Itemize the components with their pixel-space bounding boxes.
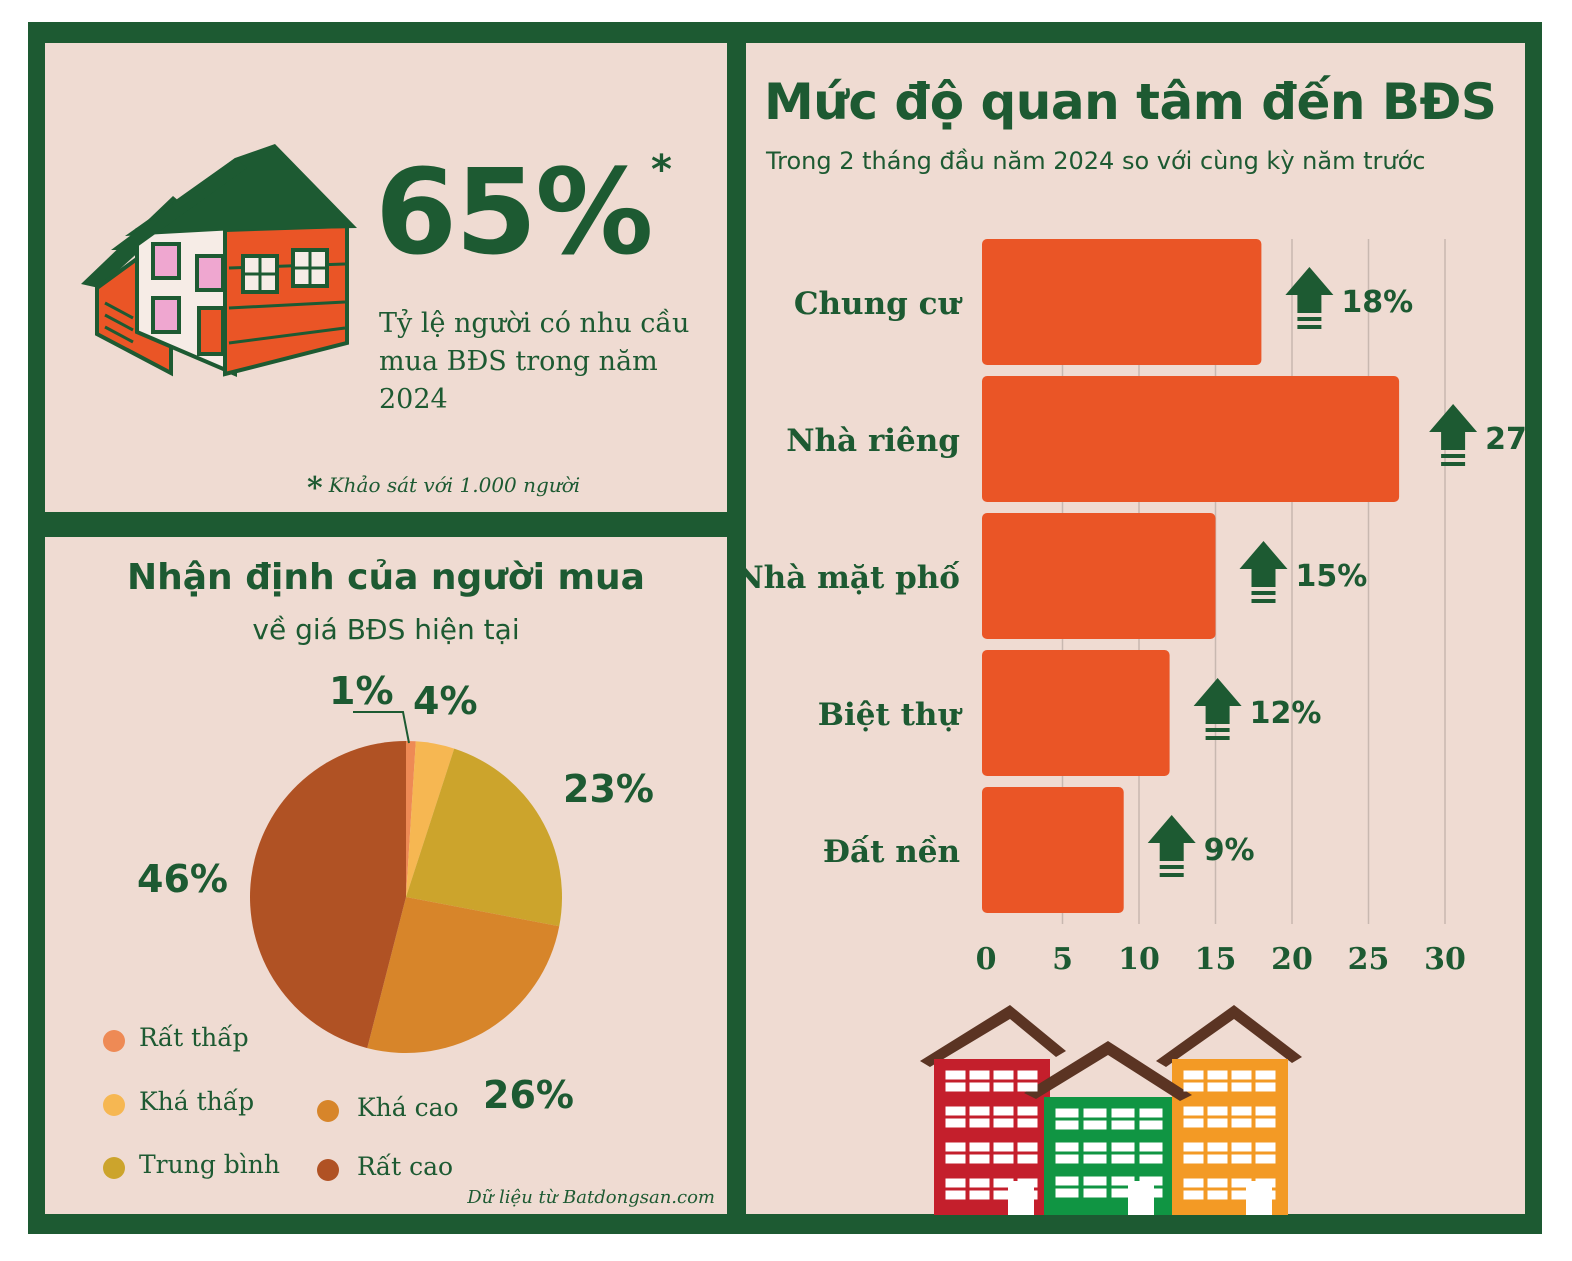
pie-label-kha-cao: 26% bbox=[483, 1073, 574, 1117]
pie-title: Nhận định của người mua bbox=[127, 557, 645, 598]
pie-panel: Nhận định của người mua về giá BĐS hiện … bbox=[45, 537, 727, 1214]
tick-label-0: 0 bbox=[976, 942, 997, 977]
bar-panel: Mức độ quan tâm đến BĐS Trong 2 tháng đầ… bbox=[746, 43, 1525, 1215]
townhouses-illustration bbox=[920, 1005, 1302, 1215]
bar-value-label-2: 15% bbox=[1296, 559, 1368, 594]
legend-rat-thap: Rất thấp bbox=[139, 1023, 249, 1052]
bar-chart: Chung cư 18% Nhà riêng 27% Nhà mặt phố 15% Biệ… bbox=[746, 239, 1525, 977]
legend-dot-rat-cao bbox=[317, 1159, 339, 1181]
tick-label-10: 10 bbox=[1118, 942, 1160, 977]
bar-value-label-3: 12% bbox=[1250, 696, 1322, 731]
pie-subtitle: về giá BĐS hiện tại bbox=[252, 613, 520, 646]
category-label-3: Biệt thự bbox=[818, 697, 963, 733]
bar-value-label-1: 27% bbox=[1485, 422, 1525, 457]
bar-4 bbox=[982, 787, 1124, 913]
pie-slice-4 bbox=[250, 741, 406, 1049]
legend-dot-rat-thap bbox=[103, 1030, 125, 1052]
category-label-1: Nhà riêng bbox=[786, 423, 960, 459]
pie-slice-2 bbox=[406, 748, 563, 927]
up-arrow-icon bbox=[1239, 541, 1288, 603]
up-arrow-icon bbox=[1429, 404, 1478, 466]
bar-value-label-0: 18% bbox=[1341, 285, 1413, 320]
pie-slice-1 bbox=[406, 741, 455, 897]
legend-rat-cao: Rất cao bbox=[357, 1152, 454, 1181]
bar-1 bbox=[982, 376, 1400, 502]
data-source: Dữ liệu từ Batdongsan.com bbox=[467, 1187, 715, 1208]
legend-dot-kha-thap bbox=[103, 1094, 125, 1116]
survey-panel: 65% * Tỷ lệ người có nhu cầu mua BĐS tro… bbox=[45, 43, 727, 512]
up-arrow-icon bbox=[1285, 267, 1334, 329]
pie-label-trung-binh: 23% bbox=[563, 767, 654, 811]
tick-label-5: 5 bbox=[1052, 942, 1073, 977]
up-arrow-icon bbox=[1193, 678, 1242, 740]
pie-leader-line bbox=[353, 711, 410, 744]
tick-label-15: 15 bbox=[1195, 942, 1237, 977]
legend-kha-thap: Khá thấp bbox=[139, 1087, 255, 1116]
bar-value-label-4: 9% bbox=[1204, 833, 1255, 868]
tick-label-25: 25 bbox=[1348, 942, 1390, 977]
pie-label-kha-thap: 4% bbox=[413, 679, 478, 723]
legend-trung-binh: Trung bình bbox=[139, 1150, 280, 1179]
bar-2 bbox=[982, 513, 1216, 639]
footnote: * Khảo sát với 1.000 người bbox=[307, 471, 580, 506]
bar-title: Mức độ quan tâm đến BĐS bbox=[764, 73, 1497, 131]
bar-3 bbox=[982, 650, 1170, 776]
legend-dot-trung-binh bbox=[103, 1157, 125, 1179]
house-illustration bbox=[81, 144, 357, 378]
pie-label-rat-thap: 1% bbox=[329, 669, 394, 713]
category-label-4: Đất nền bbox=[823, 833, 960, 870]
tick-label-20: 20 bbox=[1271, 942, 1313, 977]
pie-label-rat-cao: 46% bbox=[137, 857, 228, 901]
category-label-0: Chung cư bbox=[794, 286, 963, 322]
pie-chart bbox=[250, 711, 563, 1053]
headline-value: 65% bbox=[375, 143, 653, 281]
pie-slice-0 bbox=[406, 741, 416, 897]
tick-label-30: 30 bbox=[1424, 942, 1466, 977]
bar-0 bbox=[982, 239, 1262, 365]
legend-dot-kha-cao bbox=[317, 1100, 339, 1122]
pie-slice-3 bbox=[367, 897, 560, 1053]
up-arrow-icon bbox=[1147, 815, 1196, 877]
legend-kha-cao: Khá cao bbox=[357, 1093, 459, 1122]
headline-description: Tỷ lệ người có nhu cầu mua BĐS trong năm… bbox=[379, 308, 690, 415]
category-label-2: Nhà mặt phố bbox=[746, 559, 960, 596]
footnote-mark: * bbox=[307, 471, 323, 506]
asterisk-mark: * bbox=[651, 147, 672, 193]
bar-subtitle: Trong 2 tháng đầu năm 2024 so với cùng k… bbox=[766, 147, 1426, 175]
footnote-text: Khảo sát với 1.000 người bbox=[328, 473, 581, 497]
